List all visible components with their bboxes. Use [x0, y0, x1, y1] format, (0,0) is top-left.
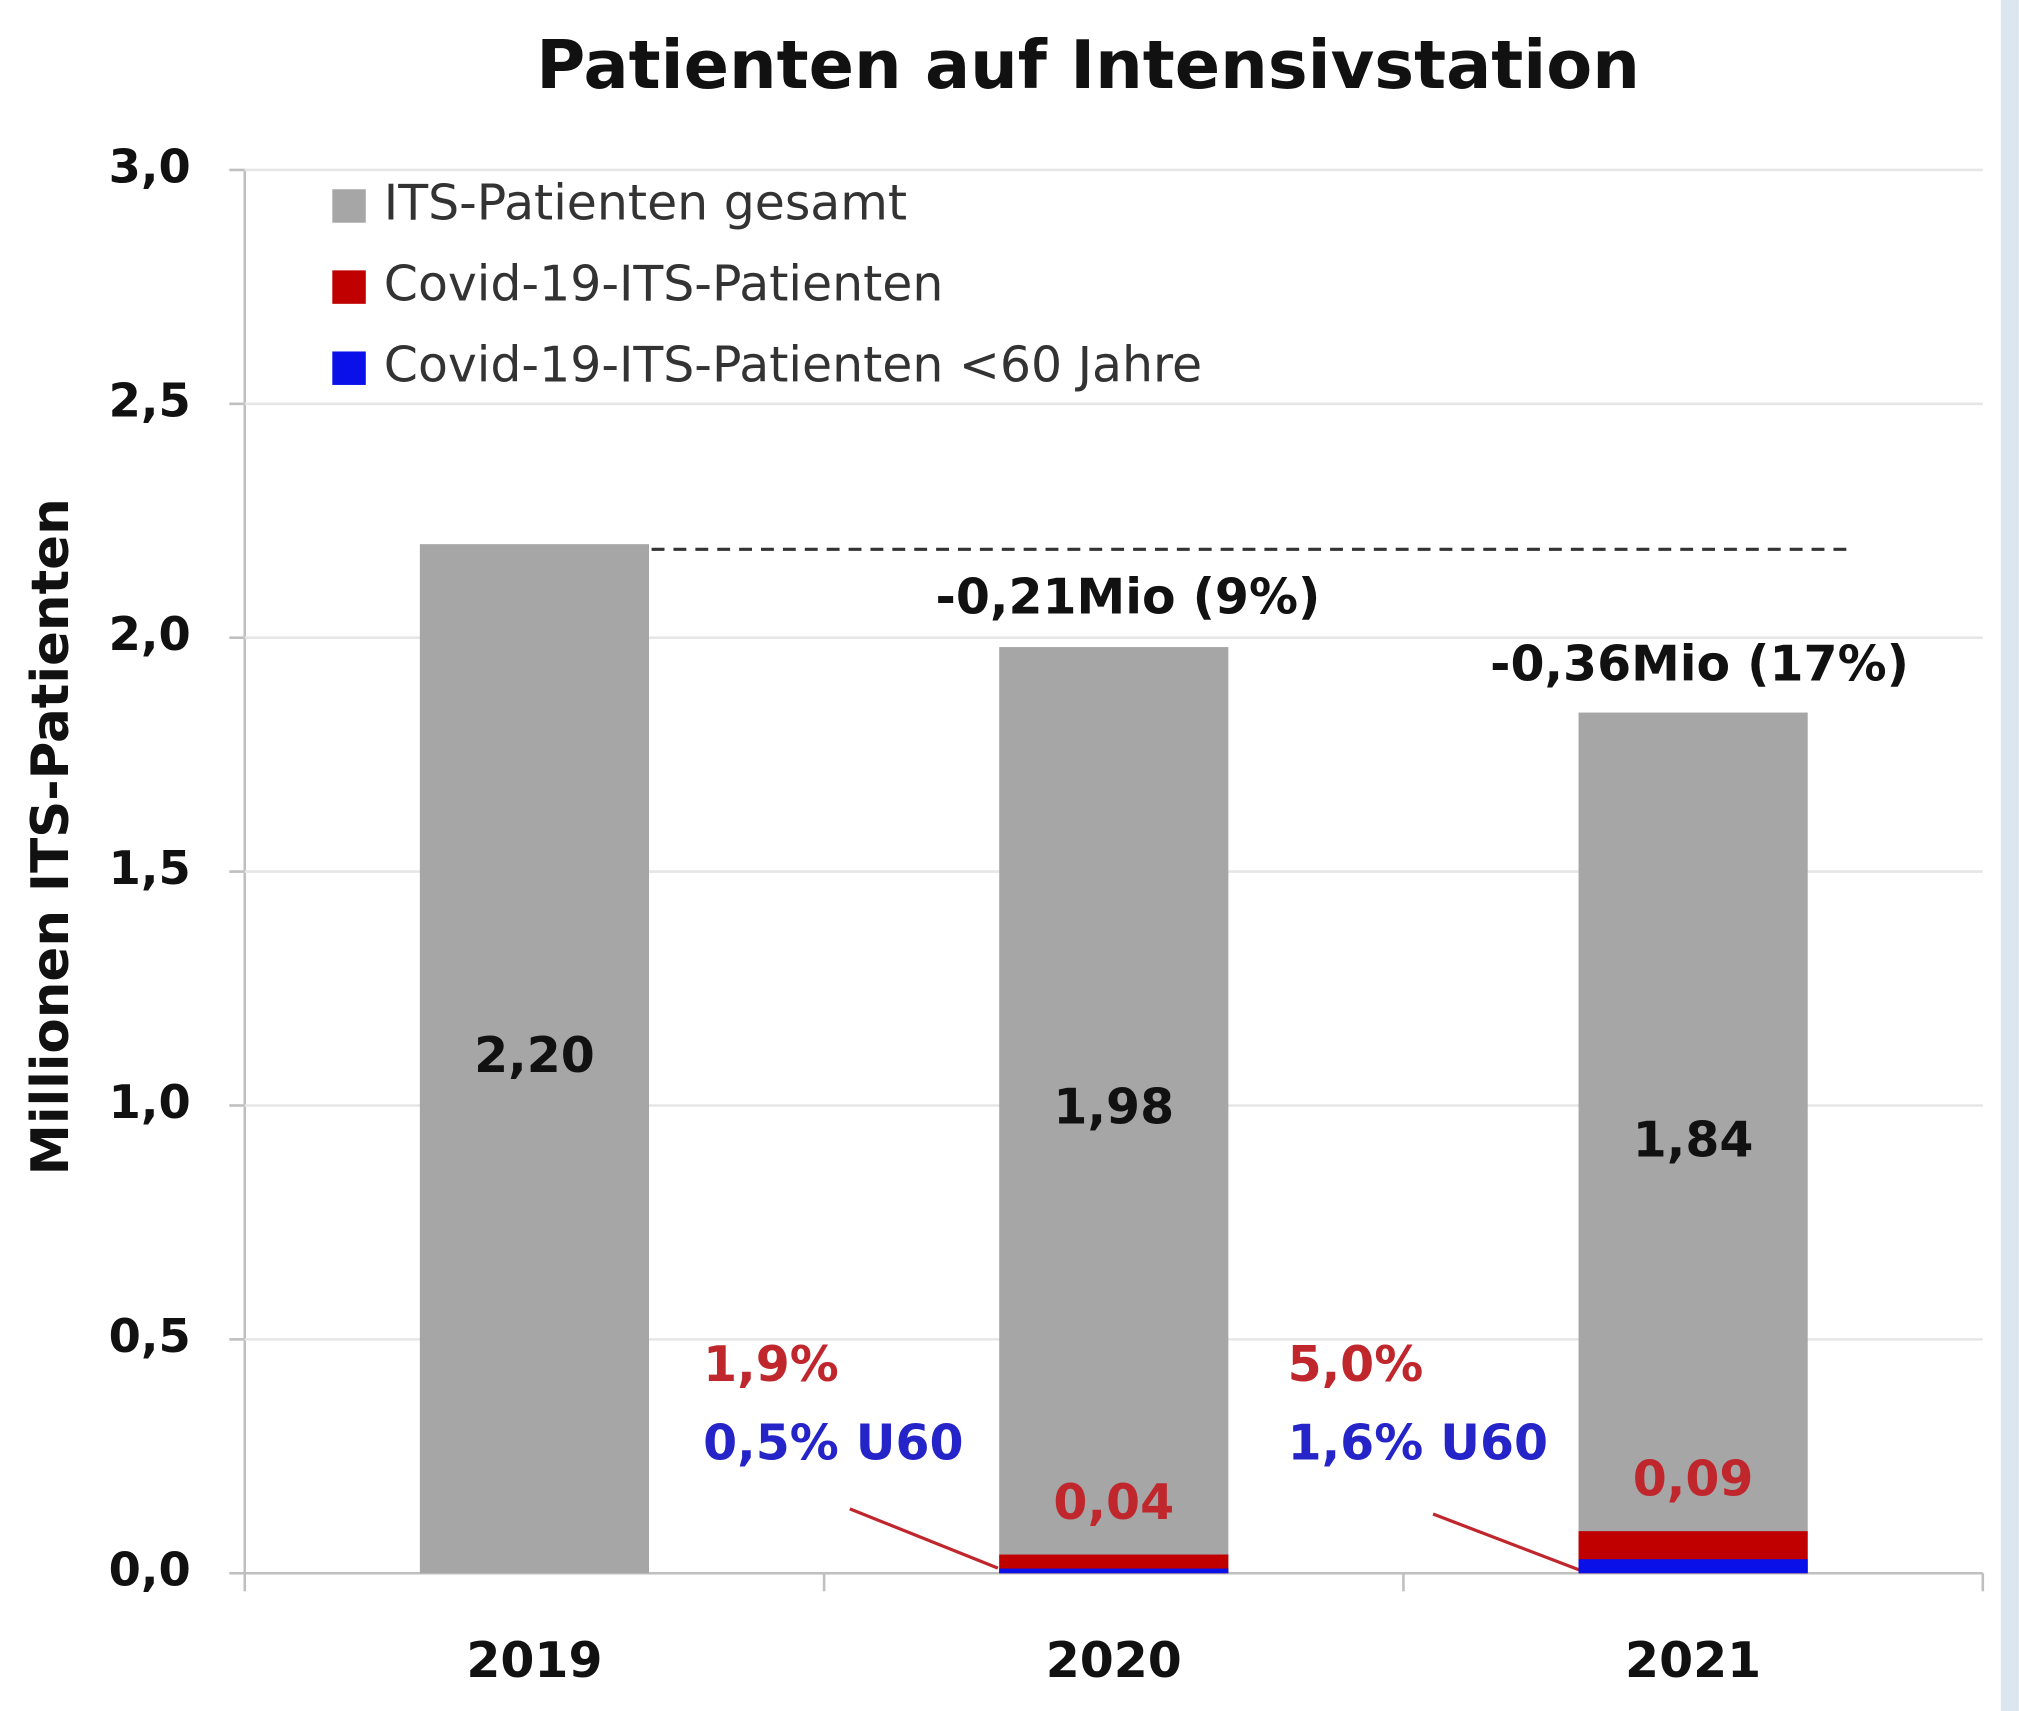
chart-title: Patienten auf Intensivstation [536, 26, 1640, 104]
leader-line [849, 1507, 999, 1570]
y-tick-label: 2,0 [109, 607, 191, 661]
annotation: 1,6% U60 [1288, 1414, 1548, 1471]
y-tick-label: 1,5 [109, 841, 191, 895]
value-label: 2,20 [474, 1027, 595, 1084]
y-axis-label: Millionen ITS-Patienten [21, 498, 81, 1175]
value-label: 0,09 [1633, 1451, 1754, 1508]
leader-line [1432, 1512, 1582, 1573]
y-tick-label: 0,0 [109, 1543, 191, 1597]
y-tick-label: 2,5 [109, 373, 191, 427]
bar [419, 544, 650, 1574]
annotation: 1,9% [703, 1336, 839, 1393]
legend-swatch [332, 270, 366, 304]
bar [999, 647, 1229, 1574]
annotation: 0,5% U60 [703, 1414, 963, 1471]
y-tick-label: 3,0 [109, 139, 191, 193]
annotation: -0,21Mio (9%) [936, 568, 1321, 625]
legend-swatch [332, 351, 366, 385]
value-label: 1,84 [1633, 1111, 1754, 1168]
x-tick-label: 2020 [1046, 1632, 1182, 1689]
legend-label: Covid-19-ITS-Patienten <60 Jahre [384, 337, 1202, 394]
bar [999, 1568, 1229, 1574]
annotation: -0,36Mio (17%) [1490, 635, 1909, 692]
x-tick-label: 2021 [1625, 1632, 1761, 1689]
value-label: 0,04 [1053, 1474, 1174, 1531]
legend-label: Covid-19-ITS-Patienten [384, 256, 944, 313]
bar [1578, 1559, 1808, 1574]
y-tick-label: 0,5 [109, 1309, 191, 1363]
right-edge [2000, 0, 2019, 1711]
legend-label: ITS-Patienten gesamt [384, 174, 907, 231]
x-tick-label: 2019 [466, 1632, 602, 1689]
value-label: 1,98 [1053, 1079, 1174, 1136]
y-tick-label: 1,0 [109, 1075, 191, 1129]
legend-swatch [332, 189, 366, 223]
bar [1578, 712, 1808, 1574]
annotation: 5,0% [1288, 1336, 1424, 1393]
